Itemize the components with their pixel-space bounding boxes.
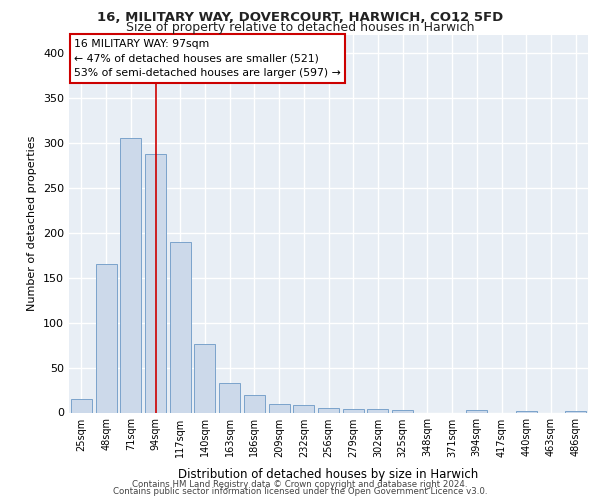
Bar xyxy=(392,410,413,412)
Bar xyxy=(516,410,537,412)
Bar xyxy=(565,410,586,412)
Text: Contains public sector information licensed under the Open Government Licence v3: Contains public sector information licen… xyxy=(113,488,487,496)
Bar xyxy=(269,404,290,412)
Bar xyxy=(71,399,92,412)
Bar xyxy=(318,408,339,412)
Bar xyxy=(170,242,191,412)
Bar xyxy=(194,344,215,412)
Bar xyxy=(145,154,166,412)
Text: 16, MILITARY WAY, DOVERCOURT, HARWICH, CO12 5FD: 16, MILITARY WAY, DOVERCOURT, HARWICH, C… xyxy=(97,11,503,24)
Bar xyxy=(219,383,240,412)
Bar xyxy=(466,410,487,412)
Bar xyxy=(244,394,265,412)
Text: 16 MILITARY WAY: 97sqm
← 47% of detached houses are smaller (521)
53% of semi-de: 16 MILITARY WAY: 97sqm ← 47% of detached… xyxy=(74,39,341,78)
Text: Size of property relative to detached houses in Harwich: Size of property relative to detached ho… xyxy=(126,22,474,35)
Bar xyxy=(367,409,388,412)
Y-axis label: Number of detached properties: Number of detached properties xyxy=(28,136,37,312)
Text: Contains HM Land Registry data © Crown copyright and database right 2024.: Contains HM Land Registry data © Crown c… xyxy=(132,480,468,489)
Bar xyxy=(120,138,141,412)
Bar xyxy=(293,406,314,412)
X-axis label: Distribution of detached houses by size in Harwich: Distribution of detached houses by size … xyxy=(178,468,479,481)
Bar xyxy=(95,264,116,412)
Bar xyxy=(343,409,364,412)
